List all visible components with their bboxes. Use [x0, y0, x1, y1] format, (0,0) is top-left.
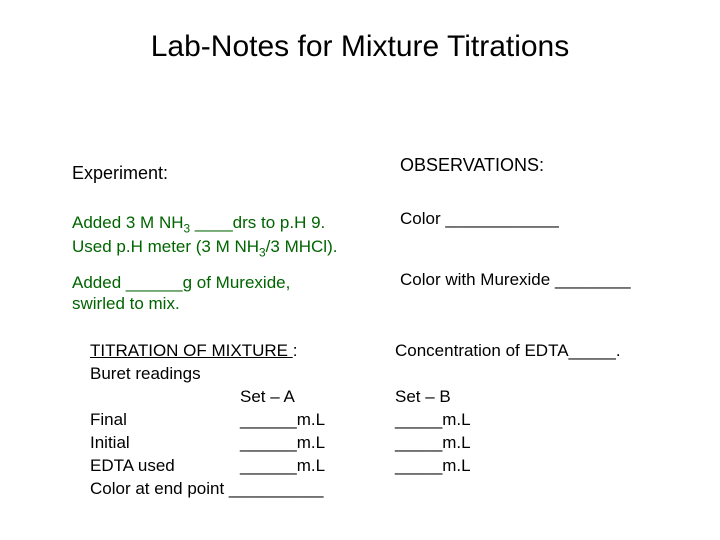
- row-val: ______m.L: [240, 409, 329, 432]
- murexide-line2: swirled to mix.: [72, 294, 180, 313]
- table-row: Final ______m.L: [90, 409, 329, 432]
- table-row: EDTA used ______m.L: [90, 455, 329, 478]
- added-murexide-block: Added ______g of Murexide, swirled to mi…: [72, 272, 290, 315]
- row-label: Initial: [90, 432, 240, 455]
- titration-heading: TITRATION OF MIXTURE: [90, 341, 293, 360]
- titration-block: TITRATION OF MIXTURE : Buret readings Se…: [90, 340, 329, 501]
- nh3-sub2: 3: [259, 246, 266, 260]
- set-b-row: _____m.L: [395, 410, 471, 429]
- set-b-row: _____m.L: [395, 456, 471, 475]
- concentration-line: Concentration of EDTA_____.: [395, 340, 621, 363]
- buret-label: Buret readings: [90, 364, 201, 383]
- endpoint-line: Color at end point __________: [90, 479, 323, 498]
- nh3-line2-post: /3 MHCl).: [266, 237, 338, 256]
- set-b-block: Set – B _____m.L _____m.L _____m.L: [395, 386, 471, 478]
- color-murexide: Color with Murexide ________: [400, 270, 631, 290]
- color-blank-1: Color ____________: [400, 209, 559, 229]
- titration-colon: :: [293, 341, 298, 360]
- row-label: EDTA used: [90, 455, 240, 478]
- table-row: Initial ______m.L: [90, 432, 329, 455]
- page-title: Lab-Notes for Mixture Titrations: [0, 30, 720, 64]
- set-b-label: Set – B: [395, 387, 451, 406]
- set-a-label: Set – A: [240, 386, 329, 409]
- observations-label: OBSERVATIONS:: [400, 155, 544, 176]
- nh3-line2-pre: Used p.H meter (3 M NH: [72, 237, 259, 256]
- set-b-row: _____m.L: [395, 433, 471, 452]
- nh3-line1-pre: Added 3 M NH: [72, 213, 184, 232]
- nh3-line1-mid: ____drs to p.H 9.: [190, 213, 325, 232]
- row-label: Final: [90, 409, 240, 432]
- experiment-label: Experiment:: [72, 163, 168, 184]
- added-nh3-block: Added 3 M NH 3 ____drs to p.H 9. Used p.H…: [72, 212, 337, 261]
- row-val: ______m.L: [240, 432, 329, 455]
- row-val: ______m.L: [240, 455, 329, 478]
- murexide-line1: Added ______g of Murexide,: [72, 273, 290, 292]
